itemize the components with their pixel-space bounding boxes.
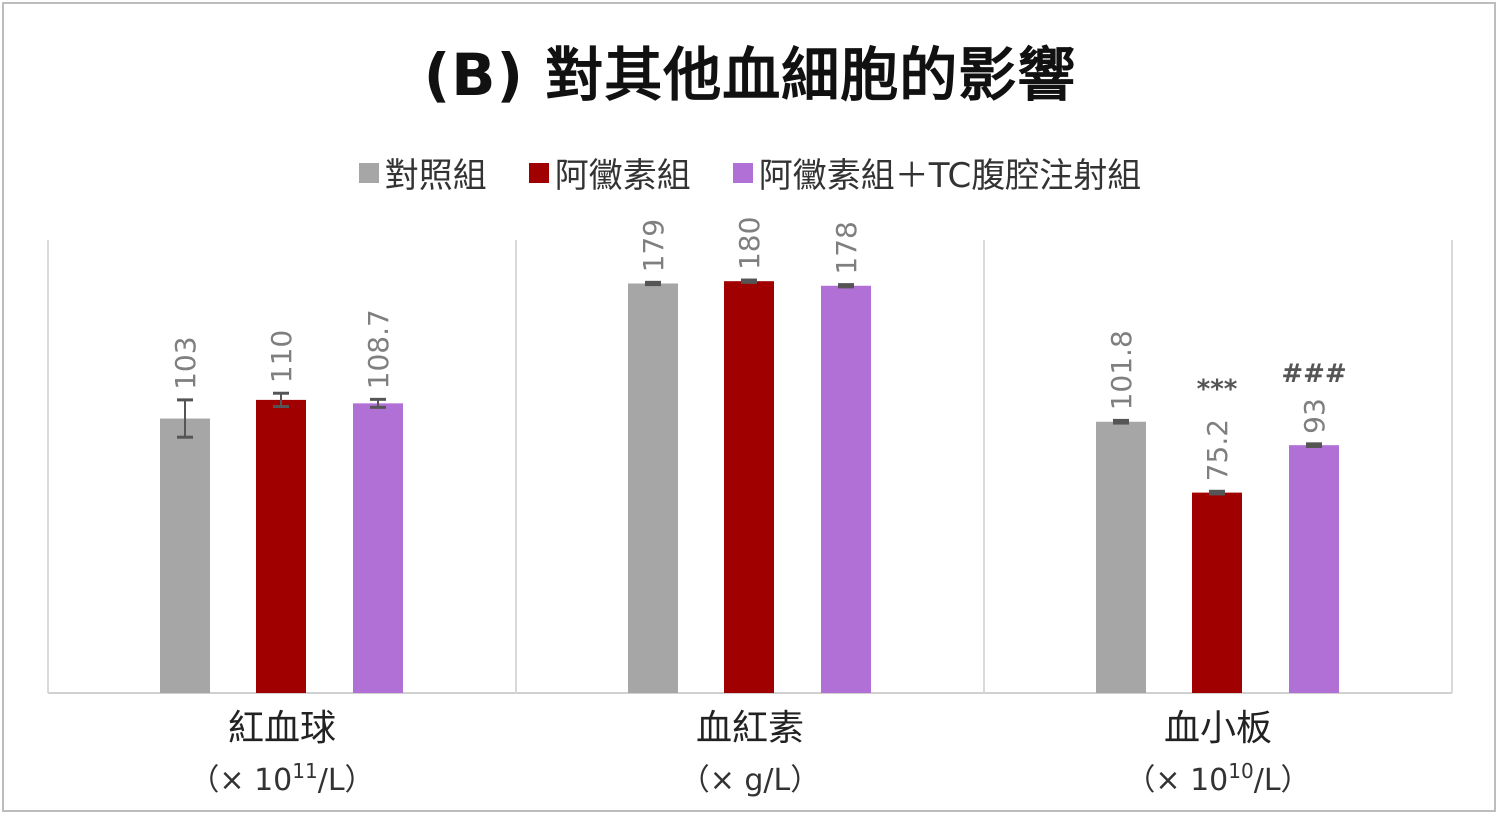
category-label-0: 紅血球	[228, 708, 336, 749]
value-label-2-0: 101.8	[1105, 330, 1138, 410]
legend-swatch-tc	[732, 162, 753, 183]
legend: 對照組 阿黴素組 阿黴素組＋TC腹腔注射組	[0, 148, 1500, 197]
legend-item-doxorubicin: 阿黴素組	[528, 148, 691, 197]
bar-1-0	[628, 283, 678, 693]
legend-swatch-doxorubicin	[528, 162, 549, 183]
significance-label-2-1: ***	[1197, 374, 1238, 404]
legend-label-doxorubicin: 阿黴素組	[554, 156, 691, 196]
legend-item-control: 對照組	[358, 148, 487, 197]
bar-2-2	[1289, 445, 1339, 693]
bar-0-2	[353, 403, 403, 693]
bar-2-1	[1192, 492, 1242, 693]
value-label-0-1: 110	[265, 330, 298, 383]
unit-label-2: （× 1010/L）	[1125, 759, 1310, 798]
significance-label-2-2: ###	[1281, 359, 1346, 389]
unit-label-1: （× g/L）	[680, 763, 821, 798]
value-label-1-2: 178	[830, 221, 863, 274]
category-label-2: 血小板	[1164, 708, 1272, 749]
value-label-2-1: 75.2	[1201, 419, 1234, 481]
bar-0-0	[160, 418, 210, 693]
bar-1-2	[821, 285, 871, 693]
bar-0-1	[256, 399, 306, 693]
legend-swatch-control	[358, 162, 379, 183]
value-label-1-0: 179	[637, 219, 670, 272]
category-label-1: 血紅素	[696, 708, 804, 749]
value-label-1-1: 180	[733, 217, 766, 270]
value-label-2-2: 93	[1298, 398, 1331, 434]
legend-label-tc: 阿黴素組＋TC腹腔注射組	[758, 156, 1142, 196]
unit-label-0: （× 1011/L）	[189, 759, 374, 798]
bar-1-1	[724, 281, 774, 693]
bar-2-0	[1096, 421, 1146, 693]
legend-item-tc: 阿黴素組＋TC腹腔注射組	[732, 148, 1142, 197]
value-label-0-2: 108.7	[362, 309, 395, 389]
chart-title: (B) 對其他血細胞的影響	[423, 41, 1077, 109]
value-label-0-0: 103	[169, 336, 202, 389]
legend-label-control: 對照組	[384, 156, 487, 196]
